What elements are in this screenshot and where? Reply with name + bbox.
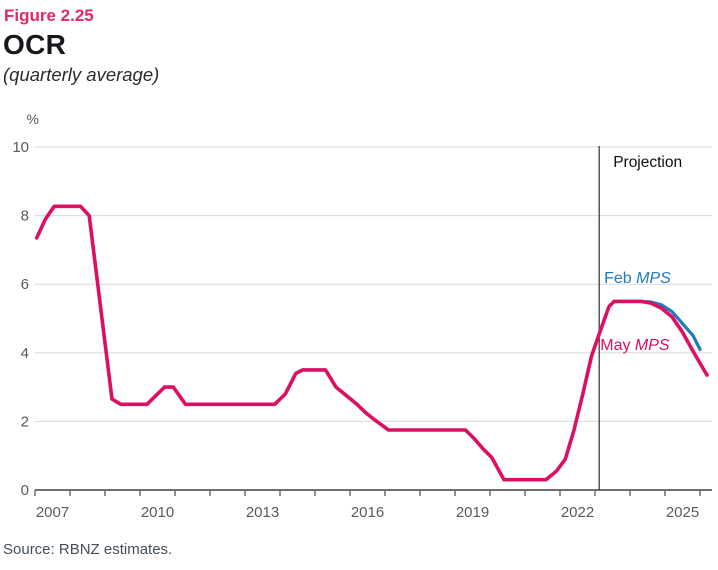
x-tick-label: 2013 — [246, 504, 279, 521]
may-mps-label: May MPS — [600, 337, 670, 354]
y-tick-label: 0 — [21, 482, 29, 499]
x-tick-label: 2025 — [666, 504, 699, 521]
projection-label: Projection — [613, 154, 682, 171]
source-note: Source: RBNZ estimates. — [3, 541, 173, 558]
x-tick-label: 2016 — [351, 504, 384, 521]
y-axis-unit-label: % — [26, 111, 39, 127]
feb-mps-label: Feb MPS — [604, 270, 671, 287]
x-tick-label: 2010 — [141, 504, 174, 521]
figure-number: Figure 2.25 — [4, 6, 94, 25]
chart-subtitle: (quarterly average) — [3, 64, 160, 85]
x-tick-label: 2019 — [456, 504, 489, 521]
y-tick-label: 8 — [21, 208, 29, 225]
y-tick-label: 2 — [21, 413, 29, 430]
y-tick-label: 10 — [12, 139, 29, 156]
series-line-may-mps — [34, 204, 709, 482]
x-tick-label: 2007 — [36, 504, 69, 521]
y-tick-label: 6 — [21, 276, 29, 293]
chart-title: OCR — [3, 29, 67, 60]
y-tick-label: 4 — [21, 345, 29, 362]
x-tick-label: 2022 — [561, 504, 594, 521]
